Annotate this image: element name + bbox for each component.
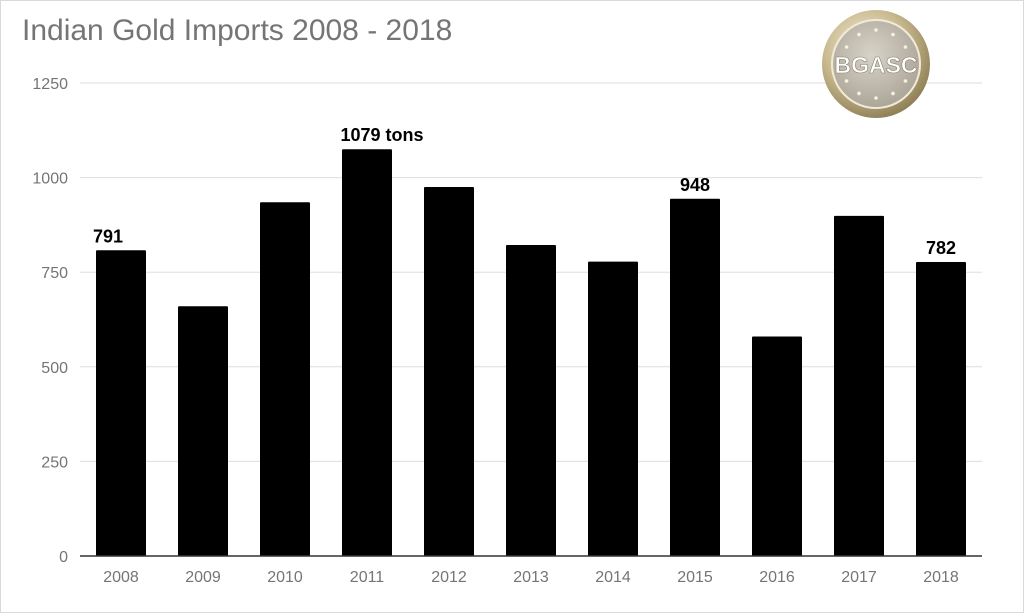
bar	[834, 215, 884, 556]
data-label: 791	[93, 226, 123, 246]
x-tick-label: 2009	[185, 569, 221, 586]
chart-title: Indian Gold Imports 2008 - 2018	[22, 14, 453, 47]
bar	[506, 244, 556, 556]
star-icon	[857, 32, 861, 37]
bgasc-logo: BGASC	[822, 10, 930, 118]
y-tick-label: 750	[41, 265, 68, 282]
x-tick-label: 2012	[431, 569, 467, 586]
data-label: 1079 tons	[340, 125, 423, 145]
x-tick-label: 2011	[350, 569, 385, 586]
logo-text: BGASC	[834, 52, 917, 78]
x-tick-label: 2010	[267, 569, 303, 586]
y-tick-label: 250	[41, 454, 68, 471]
star-icon	[844, 45, 849, 49]
star-icon	[903, 45, 908, 49]
bar	[260, 202, 310, 557]
x-tick-label: 2013	[513, 569, 549, 586]
bar	[916, 261, 966, 556]
star-icon	[874, 96, 878, 100]
x-tick-label: 2008	[103, 569, 139, 586]
bar	[342, 149, 392, 556]
y-tick-label: 1250	[32, 76, 68, 93]
x-tick-label: 2018	[923, 569, 959, 586]
bar	[96, 250, 146, 556]
star-icon	[891, 91, 895, 96]
data-label: 948	[680, 175, 710, 195]
x-tick-label: 2016	[759, 569, 795, 586]
y-tick-label: 1000	[32, 171, 68, 188]
bar	[424, 187, 474, 556]
x-tick-label: 2015	[677, 569, 713, 586]
bar	[670, 198, 720, 556]
data-label: 782	[926, 238, 956, 258]
bar	[752, 336, 802, 556]
star-icon	[891, 32, 895, 37]
bar	[588, 261, 638, 556]
y-tick-label: 500	[41, 360, 68, 377]
bar	[178, 306, 228, 556]
star-icon	[903, 79, 908, 83]
x-tick-label: 2014	[595, 569, 631, 586]
y-tick-label: 0	[59, 549, 68, 566]
star-icon	[874, 28, 878, 32]
star-icon	[857, 91, 861, 96]
star-icon	[844, 79, 849, 83]
x-tick-label: 2017	[841, 569, 877, 586]
